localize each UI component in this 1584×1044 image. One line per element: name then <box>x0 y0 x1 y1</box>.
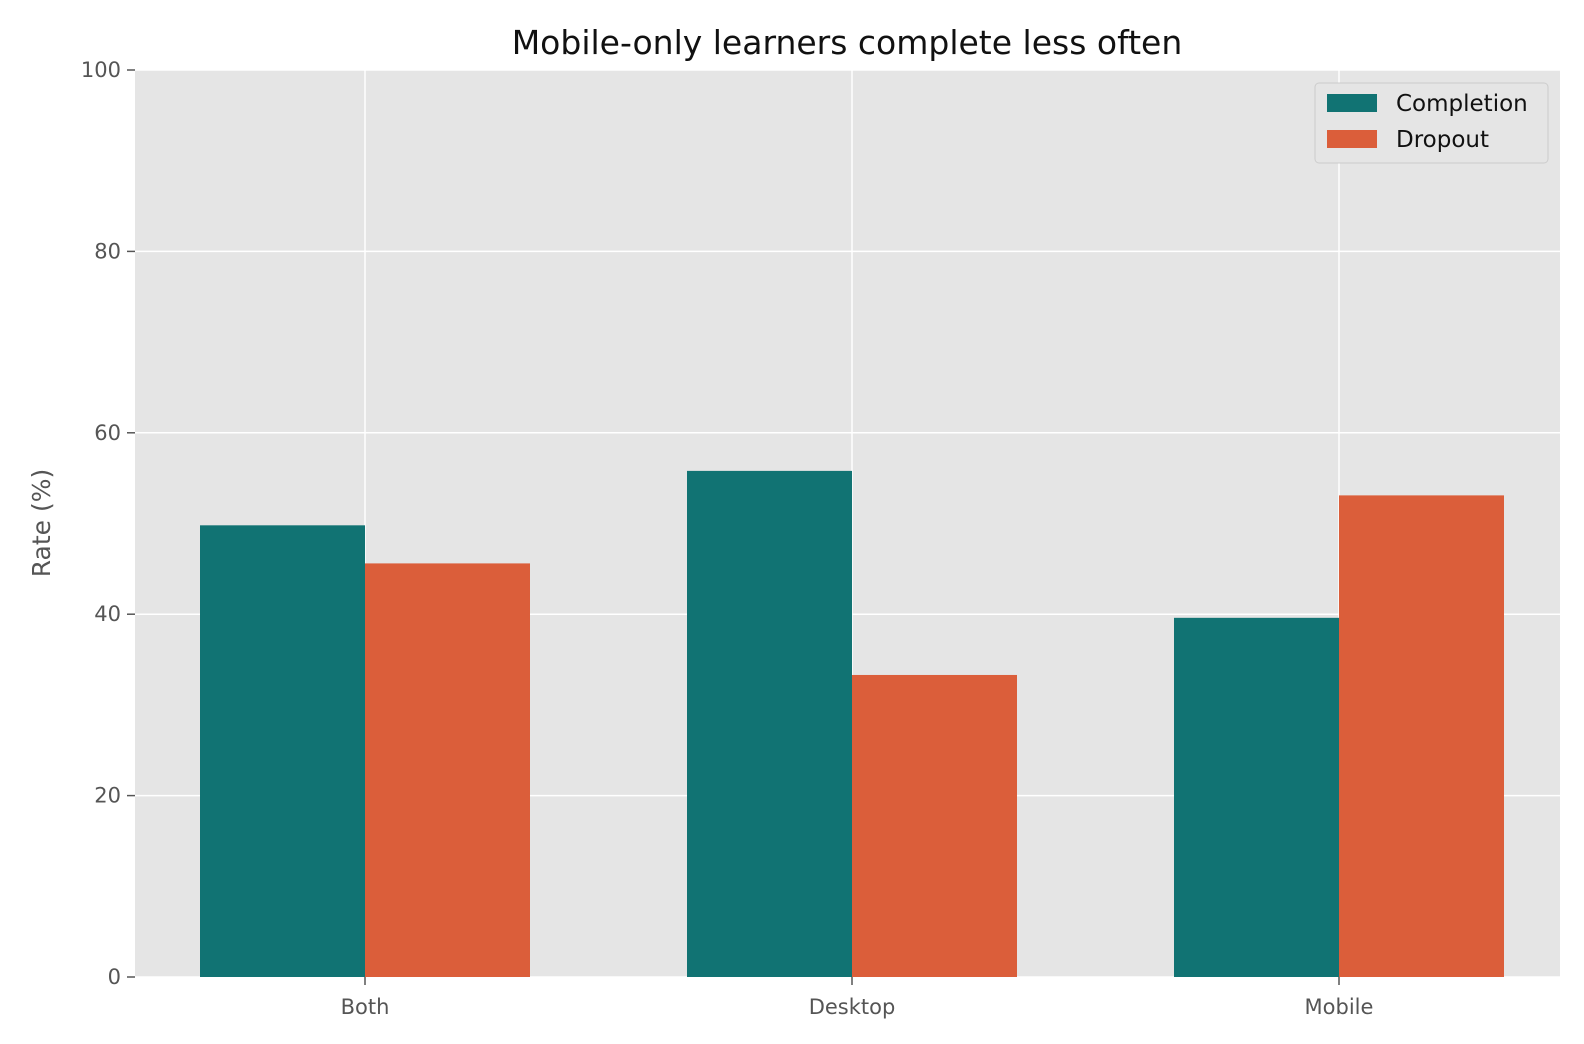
legend-swatch-dropout <box>1327 130 1377 148</box>
bar-completion-desktop <box>687 470 852 977</box>
y-tick-label: 100 <box>81 58 121 82</box>
legend: Completion Dropout <box>1314 82 1549 164</box>
bar-dropout-desktop <box>852 674 1017 977</box>
bar-completion-both <box>200 525 365 977</box>
chart-title: Mobile-only learners complete less often <box>512 23 1183 62</box>
y-tick-label: 60 <box>94 421 121 445</box>
bar-completion-mobile <box>1174 617 1339 977</box>
y-tick-label: 0 <box>108 965 121 989</box>
bar-dropout-mobile <box>1339 495 1504 977</box>
x-axis: Both Desktop Mobile <box>341 977 1374 1019</box>
y-tick-label: 80 <box>94 239 121 263</box>
y-tick-label: 40 <box>94 602 121 626</box>
y-axis: 0 20 40 60 80 100 <box>81 58 135 989</box>
x-tick-label: Desktop <box>809 995 896 1019</box>
legend-label-dropout: Dropout <box>1396 127 1489 153</box>
bars <box>200 470 1504 977</box>
bar-dropout-both <box>365 563 530 977</box>
y-tick-label: 20 <box>94 784 121 808</box>
legend-label-completion: Completion <box>1396 91 1528 117</box>
legend-swatch-completion <box>1327 94 1377 112</box>
y-axis-label: Rate (%) <box>27 469 56 578</box>
x-tick-label: Mobile <box>1305 995 1374 1019</box>
x-tick-label: Both <box>341 995 390 1019</box>
